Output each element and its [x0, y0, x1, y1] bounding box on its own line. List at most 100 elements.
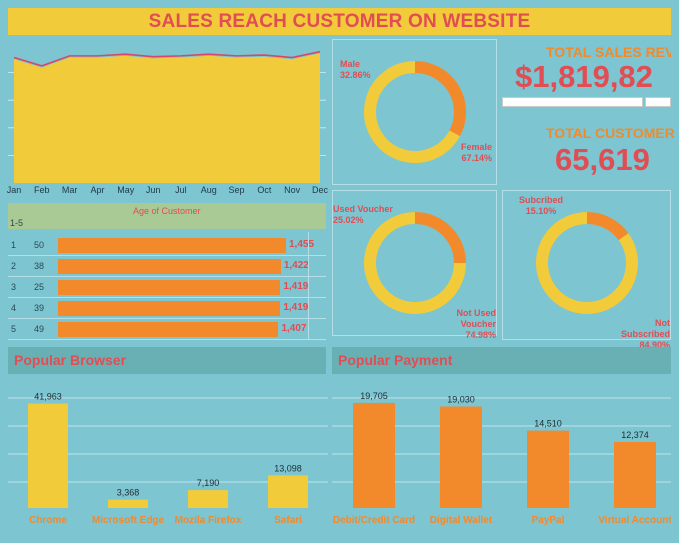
age-row-bar — [58, 301, 281, 316]
age-row-value: 1,419 — [283, 281, 309, 292]
donut-slice-not-subscribed — [536, 212, 638, 314]
payment-bar-chart[interactable]: 19,705 Debit/Credit Card 19,030 Digital Wal… — [332, 376, 672, 528]
total-customer-title: TOTAL CUSTOMER — [546, 125, 675, 141]
month-label-jul: Jul — [175, 185, 187, 195]
browser-bar-chart[interactable]: 41,963 Chrome 3,368 Microsoft Edge 7,190 Mozi… — [8, 376, 328, 528]
age-row[interactable]: 3 25 1,419 — [8, 277, 328, 297]
bar-virtual-account — [614, 442, 656, 508]
age-row-index: 2 — [11, 261, 17, 271]
bar-value-label: 7,190 — [197, 478, 220, 488]
bar-safari — [268, 475, 308, 508]
age-row-divider — [8, 297, 326, 298]
age-row[interactable]: 5 49 1,407 — [8, 319, 328, 339]
month-label-may: May — [117, 185, 135, 195]
age-row-bar — [58, 259, 281, 274]
bar-mozila-firefox — [188, 490, 228, 508]
age-row-divider — [8, 276, 326, 277]
bar-category-label: Digital Wallet — [430, 515, 493, 526]
month-label-feb: Feb — [34, 185, 50, 195]
browser-section-title: Popular Browser — [8, 347, 326, 374]
bar-category-label: PayPal — [532, 515, 565, 526]
gender-donut-chart[interactable] — [333, 40, 498, 186]
subscription-donut-chart[interactable] — [503, 191, 672, 341]
age-row-index: 4 — [11, 303, 17, 313]
bar-category-label: Virtual Account — [598, 515, 671, 526]
bar-chrome — [28, 403, 68, 508]
age-row-bar — [58, 238, 286, 253]
age-row-value: 1,419 — [283, 302, 309, 313]
donut-slice-male — [414, 61, 466, 137]
bar-value-label: 19,030 — [447, 395, 475, 405]
age-row-age: 50 — [34, 240, 45, 250]
age-row[interactable]: 2 38 1,422 — [8, 256, 328, 276]
male-label: Male 32.86% — [340, 59, 371, 80]
subscription-donut-panel: Subcribed 15.10% Not Subscribed 84.90% — [502, 190, 672, 350]
age-row-bar — [58, 322, 279, 337]
age-header: Age of Customer 1-5 — [8, 203, 326, 229]
not-subscribed-label: Not Subscribed 84.90% — [620, 318, 670, 350]
age-row-divider — [8, 339, 326, 340]
area-series-fill — [14, 53, 320, 184]
age-row-divider — [8, 255, 326, 256]
age-row[interactable]: 1 50 1,455 — [8, 235, 328, 255]
age-row[interactable]: 4 39 1,419 — [8, 298, 328, 318]
month-label-dec: Dec — [312, 185, 329, 195]
payment-chart-panel: 19,705 Debit/Credit Card 19,030 Digital Wal… — [332, 376, 672, 528]
donut-slice-subcribed — [586, 212, 629, 241]
month-label-jun: Jun — [145, 185, 161, 195]
month-label-mar: Mar — [61, 185, 78, 195]
age-row-value: 1,455 — [289, 239, 315, 250]
bar-value-label: 13,098 — [274, 463, 302, 473]
month-label-oct: Oct — [257, 185, 272, 195]
total-sales-value: $1,819,82 — [515, 59, 653, 94]
area-series-line — [13, 50, 321, 67]
bar-paypal — [527, 430, 569, 508]
browser-chart-panel: 41,963 Chrome 3,368 Microsoft Edge 7,190 Mozi… — [8, 376, 328, 528]
age-row-value: 1,422 — [283, 260, 309, 271]
age-row-index: 1 — [11, 240, 17, 250]
gender-donut-panel: Male 32.86% Female 67.14% — [332, 39, 497, 185]
bar-category-label: Debit/Credit Card — [333, 515, 415, 526]
sales-progress-fill — [503, 98, 633, 106]
dashboard-title: SALES REACH CUSTOMER ON WEBSITE — [8, 8, 671, 35]
voucher-donut-chart[interactable] — [333, 191, 498, 337]
donut-slice-female — [364, 61, 460, 163]
age-row-bar — [58, 280, 281, 295]
month-label-sep: Sep — [228, 185, 245, 195]
sales-progress-remaining — [645, 97, 671, 107]
total-customer-card: TOTAL CUSTOMER 65,619 — [502, 118, 675, 186]
bar-category-label: Safari — [274, 515, 302, 526]
not-used-voucher-label: Not Used Voucher 74.98% — [456, 308, 496, 340]
age-row-index: 5 — [11, 324, 17, 334]
total-sales-title: TOTAL SALES REVE — [546, 44, 671, 60]
age-table-scroll-edge — [308, 232, 309, 340]
bar-value-label: 41,963 — [34, 392, 62, 402]
month-label-aug: Aug — [200, 185, 217, 195]
bar-category-label: Mozila Firefox — [175, 515, 242, 526]
bar-category-label: Chrome — [29, 515, 67, 526]
month-label-jan: Jan — [6, 185, 22, 195]
bar-digital-wallet — [440, 406, 482, 508]
sales-progress-track — [502, 97, 643, 107]
month-label-nov: Nov — [284, 185, 301, 195]
payment-section-title: Popular Payment — [332, 347, 671, 374]
used-voucher-label: Used Voucher 25.02% — [333, 204, 393, 225]
age-row-age: 49 — [34, 324, 45, 334]
monthly-area-chart[interactable] — [8, 39, 328, 199]
female-label: Female 67.14% — [461, 142, 493, 163]
total-customer-value: 65,619 — [555, 142, 650, 177]
age-row-age: 38 — [34, 261, 45, 271]
subscribed-label: Subcribed 15.10% — [519, 195, 564, 216]
donut-slice-not-used-voucher — [364, 212, 466, 314]
bar-value-label: 3,368 — [117, 488, 140, 498]
total-sales-card: TOTAL SALES REVE $1,819,82 — [502, 39, 671, 111]
age-row-index: 3 — [11, 282, 17, 292]
age-filter-label[interactable]: 1-5 — [10, 218, 24, 228]
month-label-apr: Apr — [90, 185, 105, 195]
age-title: Age of Customer — [133, 206, 201, 216]
age-row-divider — [8, 318, 326, 319]
bar-microsoft-edge — [108, 499, 148, 508]
bar-value-label: 14,510 — [534, 419, 562, 429]
monthly-sales-panel — [8, 39, 328, 199]
age-row-age: 39 — [34, 303, 45, 313]
